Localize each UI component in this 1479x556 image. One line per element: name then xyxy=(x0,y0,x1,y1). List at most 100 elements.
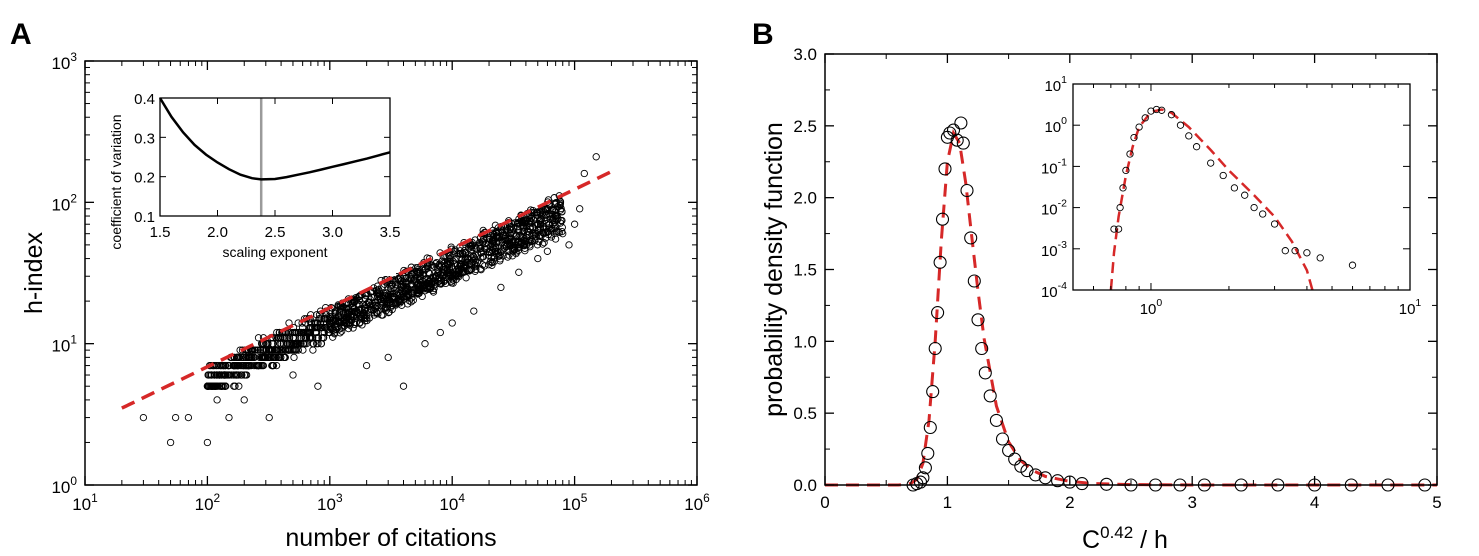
x-tick-label: 101 xyxy=(72,491,98,514)
panel-letter-a: A xyxy=(10,18,32,51)
inset-y-tick-label: 10-1 xyxy=(1041,156,1067,177)
x-tick-label: 105 xyxy=(562,491,588,514)
scatter-point xyxy=(565,241,573,249)
scatter-point xyxy=(317,315,325,323)
x-tick-label: 104 xyxy=(439,491,465,514)
inset-y-tick-label: 0.3 xyxy=(134,130,155,147)
scatter-point xyxy=(499,229,507,237)
inset-y-tick-label: 0.4 xyxy=(134,91,155,108)
inset-curve xyxy=(158,97,391,181)
scatter-point xyxy=(506,226,514,234)
scatter-point xyxy=(1028,468,1043,482)
scatter-point xyxy=(241,371,250,379)
inset-scatter-point xyxy=(1316,254,1324,262)
scatter-point xyxy=(237,353,245,362)
scatter-point xyxy=(407,298,415,306)
scatter-point xyxy=(551,222,560,231)
scatter-point xyxy=(506,234,514,243)
scatter-point xyxy=(361,302,369,310)
scatter-point xyxy=(964,231,978,245)
inset-scatter-point xyxy=(1303,249,1311,257)
scatter-point xyxy=(540,239,548,247)
scatter-point xyxy=(361,295,370,303)
scatter-point xyxy=(240,396,248,404)
scatter-point xyxy=(558,216,566,225)
scatter-point xyxy=(456,247,464,255)
scatter-point xyxy=(499,232,508,240)
y-tick-label: 2.5 xyxy=(793,117,817,136)
scatter-point xyxy=(297,340,305,348)
scatter-point xyxy=(485,247,493,255)
scatter-point xyxy=(490,237,498,245)
scatter-point xyxy=(464,244,473,252)
scatter-point xyxy=(277,353,285,362)
scatter-point xyxy=(523,222,531,231)
scatter-point xyxy=(913,475,928,489)
scatter-point xyxy=(516,243,524,251)
scatter-point xyxy=(360,306,369,315)
scatter-point xyxy=(329,333,337,341)
scatter-point xyxy=(392,289,400,297)
scatter-point xyxy=(448,319,456,327)
scatter-point xyxy=(332,314,340,322)
scatter-point xyxy=(315,311,324,319)
scatter-point xyxy=(430,281,439,289)
scatter-point xyxy=(217,382,226,390)
scatter-point xyxy=(421,275,429,284)
scatter-point xyxy=(435,277,443,285)
scatter-point xyxy=(237,371,245,379)
scatter-point xyxy=(312,328,321,337)
scatter-point xyxy=(233,353,242,362)
inset-background xyxy=(1023,72,1418,322)
inset-x-tick-label: 3.0 xyxy=(322,224,343,241)
scatter-point xyxy=(485,261,493,269)
scatter-point xyxy=(543,247,552,255)
scatter-point xyxy=(548,206,557,214)
x-tick-label: 102 xyxy=(195,491,221,514)
inset-scatter-point xyxy=(1141,114,1149,122)
scatter-point xyxy=(410,285,418,293)
y-tick-label: 103 xyxy=(51,50,77,73)
inset-scatter-point xyxy=(1130,133,1138,142)
scatter-point xyxy=(449,276,458,284)
inset-b: 100 101 10-4 10-3 10-2 10-1 100 101 xyxy=(1023,72,1421,322)
inset-x-tick-label: 100 xyxy=(1140,297,1163,318)
scatter-point xyxy=(486,235,494,244)
scatter-point xyxy=(323,315,331,323)
scatter-point xyxy=(346,319,354,327)
scatter-point xyxy=(235,382,243,390)
scatter-point xyxy=(399,382,408,390)
scatter-point xyxy=(497,283,505,292)
fit-curve xyxy=(825,128,1437,487)
scatter-point xyxy=(321,323,329,332)
y-tick-label: 0.5 xyxy=(793,404,817,423)
scatter-point xyxy=(342,304,350,313)
scatter-point xyxy=(534,254,542,263)
y-tick-label: 100 xyxy=(51,474,77,497)
scatter-point xyxy=(166,438,175,447)
scatter-point xyxy=(468,238,476,247)
scatter-point xyxy=(556,199,565,208)
scatter-point xyxy=(361,314,369,322)
scatter-point xyxy=(224,371,232,379)
scatter-point xyxy=(368,299,377,308)
inset-scatter-point xyxy=(1167,111,1176,119)
scatter-point xyxy=(320,315,328,323)
scatter-point xyxy=(421,340,429,348)
scatter-point xyxy=(222,371,230,379)
scatter-point xyxy=(397,274,405,283)
scatter-point xyxy=(212,382,221,390)
scatter-point xyxy=(468,258,477,266)
scatter-point xyxy=(272,346,280,354)
scatter-point xyxy=(230,382,238,390)
scatter-point xyxy=(923,420,937,435)
y-tick-label: 2.0 xyxy=(793,189,817,208)
scatter-point xyxy=(269,361,278,370)
scatter-point xyxy=(436,328,444,337)
scatter-point xyxy=(580,169,588,178)
inset-scatter-point xyxy=(1281,247,1289,255)
inset-scatter-point xyxy=(1135,123,1143,131)
inset-x-tick-label: 2.5 xyxy=(265,224,286,241)
y-tick-label: 1.5 xyxy=(793,261,817,280)
scatter-point xyxy=(504,253,512,261)
